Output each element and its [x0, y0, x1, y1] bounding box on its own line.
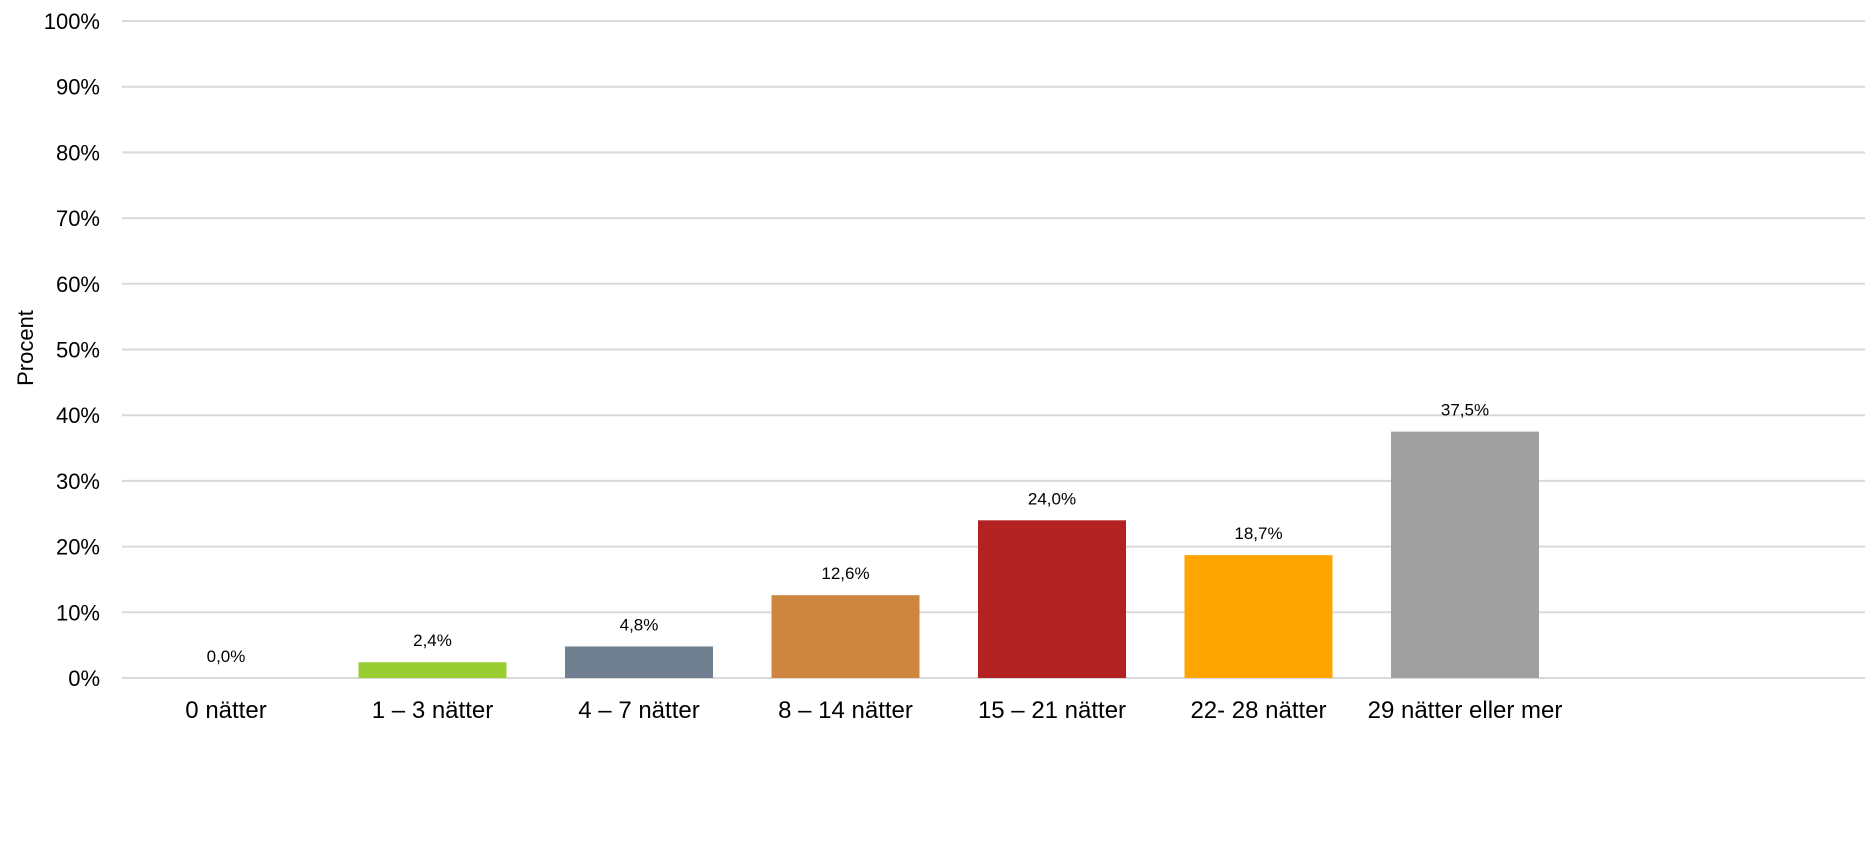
bar — [771, 595, 920, 678]
x-axis-ticks: 0 nätter 1 – 3 nätter 4 – 7 nätter 8 – 14 n… — [185, 697, 1562, 724]
gridlines — [122, 20, 1865, 679]
data-label: 2,4% — [413, 631, 452, 650]
bar — [1184, 555, 1333, 678]
y-tick-label: 90% — [56, 75, 100, 100]
y-axis-label: Procent — [13, 310, 38, 386]
bar — [978, 520, 1126, 678]
y-tick-label: 60% — [56, 272, 100, 297]
y-tick-label: 80% — [56, 140, 100, 165]
x-tick-label: 22- 28 nätter — [1190, 697, 1326, 724]
bars — [358, 431, 1539, 678]
y-tick-label: 0% — [68, 666, 100, 691]
data-label: 24,0% — [1028, 489, 1076, 508]
y-tick-label: 40% — [56, 403, 100, 428]
data-label: 18,7% — [1234, 524, 1282, 543]
x-tick-label: 4 – 7 nätter — [578, 697, 699, 724]
bar — [358, 662, 507, 678]
y-axis-ticks: 0% 10% 20% 30% 40% 50% 60% 70% 80% 90% 100% — [44, 9, 100, 691]
data-label: 0,0% — [207, 647, 246, 666]
x-tick-label: 29 nätter eller mer — [1368, 697, 1563, 724]
data-labels: 0,0% 2,4% 4,8% 12,6% 24,0% 18,7% 37,5% — [207, 401, 1489, 666]
data-label: 4,8% — [620, 615, 659, 634]
bar — [1391, 431, 1539, 678]
y-tick-label: 50% — [56, 338, 100, 363]
bar — [565, 646, 713, 678]
y-tick-label: 30% — [56, 469, 100, 494]
y-tick-label: 20% — [56, 535, 100, 560]
x-tick-label: 15 – 21 nätter — [978, 697, 1126, 724]
x-tick-label: 8 – 14 nätter — [778, 697, 913, 724]
data-label: 12,6% — [821, 564, 869, 583]
y-tick-label: 10% — [56, 600, 100, 625]
data-label: 37,5% — [1441, 401, 1489, 420]
y-tick-label: 100% — [44, 9, 100, 34]
x-tick-label: 0 nätter — [185, 697, 266, 724]
x-tick-label: 1 – 3 nätter — [372, 697, 493, 724]
y-tick-label: 70% — [56, 206, 100, 231]
